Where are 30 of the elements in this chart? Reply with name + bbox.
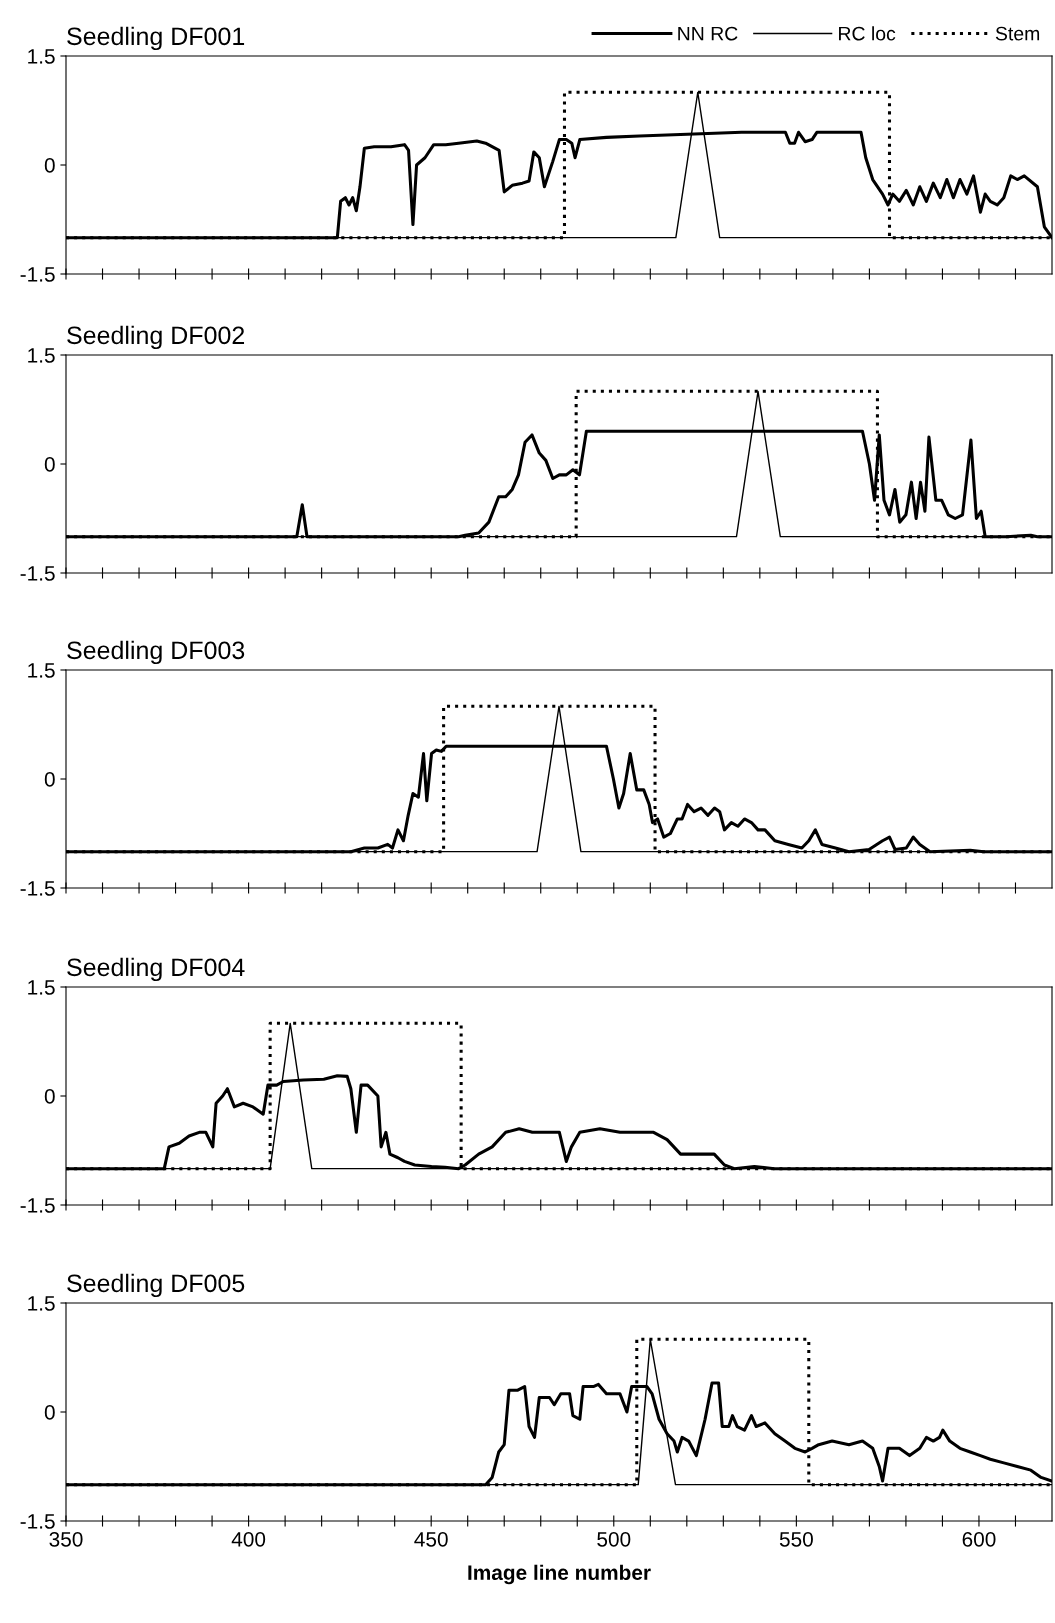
x-tick-label: 350 <box>49 1531 83 1547</box>
x-tick-label: 550 <box>779 1531 813 1547</box>
chart-title: Seedling DF004 <box>67 957 245 982</box>
y-tick-label: 1.5 <box>28 348 55 363</box>
x-tick-label: 500 <box>597 1531 631 1547</box>
y-tick-label: 1.5 <box>28 663 55 678</box>
legend-label: NN RC <box>678 26 738 41</box>
y-tick-label: 0 <box>44 1089 55 1104</box>
legend-label: Stem <box>995 26 1040 41</box>
legend-label: RC loc <box>839 26 896 41</box>
y-tick-label: 0 <box>44 457 55 472</box>
x-tick-label: 450 <box>414 1531 448 1547</box>
chart-title: Seedling DF001 <box>67 26 245 51</box>
x-tick-label: 400 <box>231 1531 266 1547</box>
chart-title: Seedling DF005 <box>67 1273 245 1298</box>
chart-title: Seedling DF002 <box>67 325 245 350</box>
y-tick-label: -1.5 <box>20 1198 55 1213</box>
y-tick-label: 1.5 <box>28 980 55 995</box>
y-tick-label: -1.5 <box>20 267 55 282</box>
y-tick-label: 0 <box>44 772 55 787</box>
y-tick-label: -1.5 <box>20 566 55 581</box>
x-axis-title: Image line number <box>468 1564 651 1585</box>
y-tick-label: -1.5 <box>20 881 55 896</box>
y-tick-label: 1.5 <box>28 1296 55 1311</box>
y-tick-label: -1.5 <box>20 1514 55 1529</box>
x-tick-label: 600 <box>962 1531 996 1547</box>
y-tick-label: 0 <box>44 1405 55 1420</box>
y-tick-label: 1.5 <box>28 49 55 64</box>
chart-title: Seedling DF003 <box>67 640 245 665</box>
y-tick-label: 0 <box>44 158 55 173</box>
